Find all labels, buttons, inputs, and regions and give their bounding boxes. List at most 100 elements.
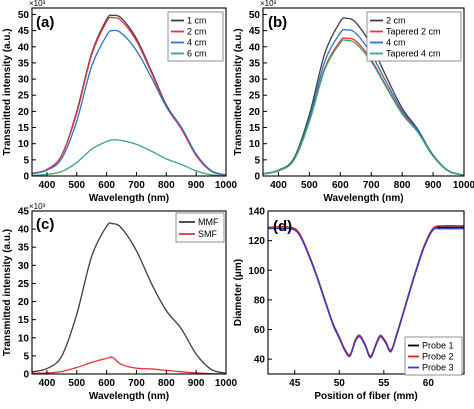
y-tick-label: 35 <box>18 58 30 69</box>
y-tick-label: 25 <box>18 91 30 102</box>
axis-multiplier: ×10³ <box>29 0 46 8</box>
y-tick-label: 100 <box>248 266 265 277</box>
x-tick-label: 45 <box>289 378 301 389</box>
legend-label: Probe 2 <box>422 352 454 362</box>
plot-frame <box>31 210 227 375</box>
x-tick-label: 900 <box>188 378 205 389</box>
y-axis-label: Diameter (μm) <box>233 259 244 326</box>
series-line-4 <box>32 139 226 176</box>
x-axis-label: Position of fiber (mm) <box>314 391 417 402</box>
panel-label: (d) <box>273 218 292 235</box>
x-tick-label: 900 <box>188 180 205 191</box>
y-tick-label: 45 <box>18 26 30 37</box>
panel-1: 400 500 600 700 800 900 1000 0 5 10 15 20 25 30 35 40 45… <box>2 0 238 204</box>
y-tick-label: 80 <box>254 295 266 306</box>
legend-label: 2 cm <box>187 27 207 37</box>
x-tick-label: 700 <box>363 180 380 191</box>
x-tick-label: 600 <box>332 180 349 191</box>
y-tick-label: 0 <box>23 370 29 381</box>
x-tick-label: 800 <box>394 180 411 191</box>
y-tick-label: 40 <box>18 42 30 53</box>
legend-label: Probe 1 <box>422 341 454 351</box>
y-tick-label: 10 <box>18 333 30 344</box>
y-tick-label: 60 <box>254 325 266 336</box>
panel-4: 45 50 55 60 40 60 80 100 120 140 Position of fiber… <box>233 207 465 402</box>
x-tick-label: 500 <box>68 378 85 389</box>
x-tick-label: 1000 <box>215 180 238 191</box>
series-lines <box>268 224 464 359</box>
y-tick-label: 35 <box>249 58 261 69</box>
y-tick-label: 140 <box>248 207 265 218</box>
legend: 1 cm2 cm4 cm6 cm <box>167 11 224 62</box>
x-tick-label: 60 <box>423 378 435 389</box>
legend-label: 6 cm <box>187 49 207 59</box>
legend-label: Tapered 4 cm <box>386 49 441 59</box>
y-tick-label: 20 <box>18 107 30 118</box>
axis-multiplier: ×10³ <box>29 202 46 211</box>
legend-label: 4 cm <box>386 38 406 48</box>
y-axis-label: Transmitted intensity (a.u.) <box>233 28 244 155</box>
panel-2: 400 500 600 700 800 900 1000 0 5 10 15 20 25 30 35 40 45… <box>233 0 474 204</box>
x-tick-label: 500 <box>68 180 85 191</box>
x-tick-label: 400 <box>270 180 287 191</box>
y-tick-label: 0 <box>254 172 260 183</box>
legend-label: 1 cm <box>187 16 207 26</box>
axis-multiplier: ×10³ <box>260 0 277 8</box>
x-tick-label: 400 <box>39 378 56 389</box>
y-tick-label: 35 <box>18 243 30 254</box>
panel-label: (a) <box>36 14 54 31</box>
x-axis-label: Wavelength (nm) <box>323 193 403 204</box>
series-line-3 <box>32 29 226 176</box>
series-lines <box>32 14 226 176</box>
x-tick-label: 50 <box>334 378 346 389</box>
y-tick-label: 30 <box>18 75 30 86</box>
series-line-1 <box>32 222 226 374</box>
x-tick-label: 55 <box>378 378 390 389</box>
y-tick-label: 20 <box>249 107 261 118</box>
x-tick-label: 600 <box>98 180 115 191</box>
y-tick-label: 15 <box>249 123 261 134</box>
plot-frame <box>262 7 465 177</box>
legend-label: 2 cm <box>386 16 406 26</box>
y-tick-label: 0 <box>23 172 29 183</box>
x-tick-label: 800 <box>158 180 175 191</box>
x-tick-label: 1000 <box>453 180 474 191</box>
y-axis-label: Transmitted intensity (a.u.) <box>2 229 13 356</box>
series-line-4 <box>263 39 464 176</box>
plot-frame <box>31 7 227 177</box>
x-tick-label: 900 <box>425 180 442 191</box>
y-tick-label: 5 <box>23 351 29 362</box>
series-line-3 <box>268 227 464 359</box>
y-tick-label: 40 <box>18 225 30 236</box>
y-tick-label: 30 <box>249 75 261 86</box>
y-tick-label: 50 <box>249 10 261 21</box>
legend-label: Probe 3 <box>422 363 454 373</box>
series-line-2 <box>32 16 226 176</box>
legend-label: SMF <box>198 229 218 239</box>
y-tick-label: 5 <box>254 155 260 166</box>
y-tick-label: 45 <box>18 207 30 218</box>
panel-3: 400 500 600 700 800 900 1000 0 5 10 15 20 25 30 35 40 45… <box>2 202 238 402</box>
legend-label: 4 cm <box>187 38 207 48</box>
y-tick-label: 25 <box>249 91 261 102</box>
x-tick-label: 700 <box>128 180 145 191</box>
panel-label: (b) <box>268 14 287 31</box>
legend-label: MMF <box>198 217 219 227</box>
y-tick-label: 40 <box>254 355 266 366</box>
legend: MMF SMF <box>175 212 225 243</box>
y-tick-label: 40 <box>249 42 261 53</box>
series-lines <box>32 222 226 374</box>
x-axis-label: Wavelength (nm) <box>89 391 169 402</box>
y-axis-label: Transmitted intensity (a.u.) <box>2 28 13 155</box>
y-tick-label: 45 <box>249 26 261 37</box>
x-tick-label: 700 <box>128 378 145 389</box>
y-tick-label: 15 <box>18 123 30 134</box>
y-tick-label: 25 <box>18 279 30 290</box>
series-lines <box>263 17 464 176</box>
y-tick-label: 30 <box>18 261 30 272</box>
y-tick-label: 10 <box>18 139 30 150</box>
